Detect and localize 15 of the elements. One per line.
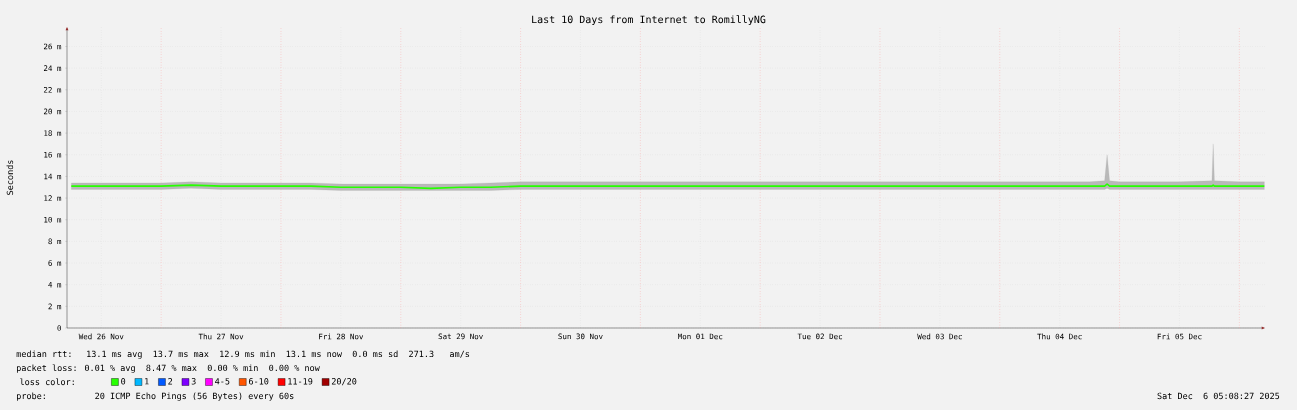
legend-label: 11-19	[288, 378, 313, 385]
legend-label: 2	[168, 378, 173, 385]
legend-label: 3	[191, 378, 196, 385]
text: packet loss: 0.01 % avg 8.47 % max 0.00 % min 0.00 % now	[16, 364, 320, 373]
text: probe: 20 ICMP Echo Pings (56 Bytes) every 60s	[16, 392, 294, 401]
text: median rtt: 13.1 ms avg 13.7 ms max 12.9 ms min 13.1 ms now 0.0 ms sd 271.3 am/s	[16, 350, 470, 359]
chart-title: Last 10 Days from Internet to RomillyNG	[532, 15, 766, 26]
text: Sat Dec 6 05:08:27 2025	[1157, 392, 1280, 400]
legend-label: 20/20	[331, 378, 357, 386]
legend-label: 6-10	[248, 378, 269, 385]
legend-label: 0	[121, 378, 126, 385]
legend-title: loss color:	[20, 378, 74, 386]
legend-label: 1	[145, 378, 149, 385]
y-axis-title: Seconds	[6, 160, 14, 195]
legend-label: 4-5	[215, 378, 230, 385]
